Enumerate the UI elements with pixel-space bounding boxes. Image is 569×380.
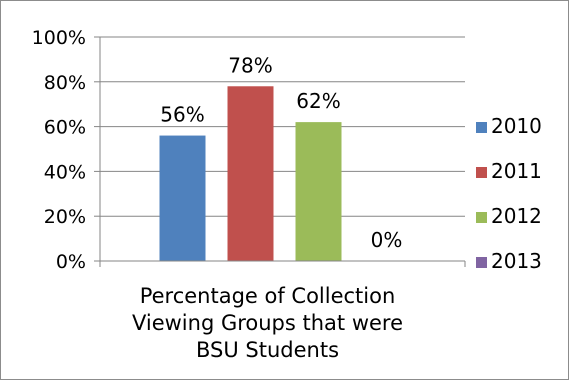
legend-swatch-2011 [476, 167, 487, 178]
bar-2011 [227, 86, 274, 261]
x-category-label-line: BSU Students [196, 338, 339, 362]
x-category-label-line: Viewing Groups that were [132, 311, 403, 335]
legend-label-2010: 2010 [491, 114, 542, 138]
legend-swatch-2012 [476, 212, 487, 223]
bar-2010 [159, 135, 206, 261]
y-tick-label: 80% [44, 72, 86, 94]
y-tick-label: 60% [44, 117, 86, 139]
legend-swatch-2010 [476, 122, 487, 133]
x-category-label-line: Percentage of Collection [140, 284, 396, 308]
legend: 2010 2011 2012 2013 [476, 114, 542, 273]
y-tick-label: 20% [44, 206, 86, 228]
gridlines [100, 36, 465, 217]
legend-label-2013: 2013 [491, 249, 542, 273]
legend-label-2011: 2011 [491, 159, 542, 183]
data-labels: 56% 78% 62% 0% [160, 53, 402, 252]
y-tick-label: 0% [56, 251, 86, 273]
data-label-2011: 78% [228, 53, 272, 77]
data-label-2013: 0% [371, 228, 403, 252]
data-label-2012: 62% [296, 89, 340, 113]
y-tick-label: 100% [32, 27, 86, 49]
y-axis-ticks: 0% 20% 40% 60% 80% 100% [32, 27, 466, 273]
legend-swatch-2013 [476, 257, 487, 268]
bar-2012 [295, 122, 342, 262]
data-label-2010: 56% [160, 103, 204, 127]
legend-label-2012: 2012 [491, 204, 542, 228]
y-tick-label: 40% [44, 161, 86, 183]
bars [159, 86, 342, 262]
x-axis-category-label: Percentage of Collection Viewing Groups t… [132, 284, 403, 362]
